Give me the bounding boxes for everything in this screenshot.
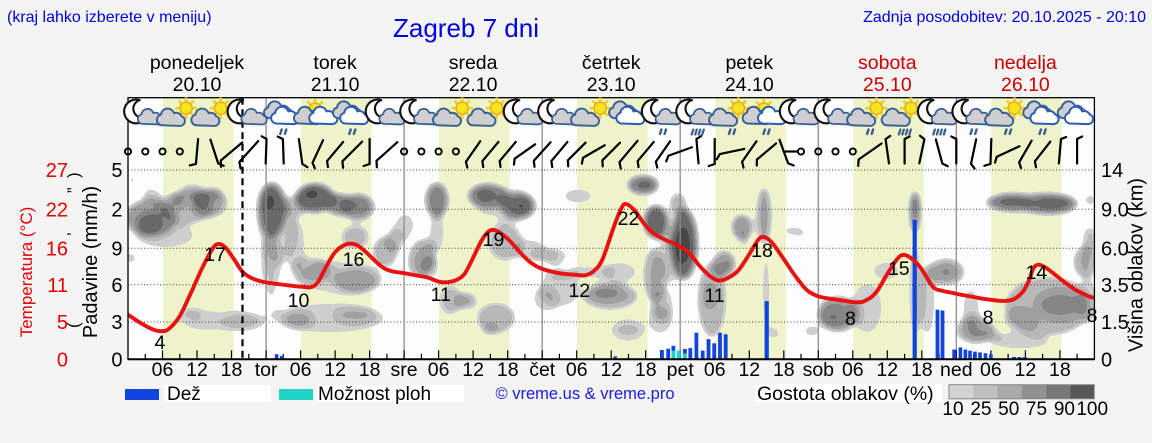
svg-text:sreda: sreda bbox=[449, 52, 498, 74]
svg-text:sob: sob bbox=[803, 359, 835, 381]
svg-text:Dež: Dež bbox=[167, 384, 201, 405]
svg-text:75: 75 bbox=[1026, 399, 1047, 420]
svg-text:18: 18 bbox=[751, 240, 773, 262]
svg-text:3.5: 3.5 bbox=[1101, 275, 1129, 297]
svg-text:06: 06 bbox=[980, 359, 1002, 381]
svg-text:24.10: 24.10 bbox=[725, 74, 774, 96]
svg-text:sobota: sobota bbox=[858, 52, 917, 74]
svg-text:5: 5 bbox=[111, 160, 122, 182]
svg-text:18: 18 bbox=[221, 359, 243, 381]
svg-text:18: 18 bbox=[1049, 359, 1071, 381]
svg-text:18: 18 bbox=[497, 359, 519, 381]
svg-text:torek: torek bbox=[313, 52, 357, 74]
svg-text:© vreme.us & vreme.pro: © vreme.us & vreme.pro bbox=[495, 385, 674, 403]
svg-text:12: 12 bbox=[1015, 359, 1037, 381]
svg-text:pet: pet bbox=[667, 359, 695, 381]
svg-text:Zagreb 7 dni: Zagreb 7 dni bbox=[393, 13, 539, 43]
svg-text:Višina oblakov (km): Višina oblakov (km) bbox=[1126, 178, 1148, 352]
svg-text:18: 18 bbox=[911, 359, 933, 381]
svg-text:6: 6 bbox=[111, 275, 122, 297]
svg-text:9.0: 9.0 bbox=[1101, 199, 1129, 221]
svg-text:0: 0 bbox=[111, 350, 122, 372]
svg-text:21.10: 21.10 bbox=[311, 74, 360, 96]
svg-text:20.10: 20.10 bbox=[173, 74, 222, 96]
svg-text:Zadnja posodobitev: 20.10.2025: Zadnja posodobitev: 20.10.2025 - 20:10 bbox=[863, 9, 1146, 26]
svg-text:06: 06 bbox=[704, 359, 726, 381]
svg-text:06: 06 bbox=[290, 359, 312, 381]
svg-text:12: 12 bbox=[600, 359, 622, 381]
svg-text:8: 8 bbox=[1087, 305, 1098, 327]
svg-text:petek: petek bbox=[725, 52, 773, 74]
svg-text:ned: ned bbox=[940, 359, 973, 381]
svg-text:Padavine (mm/h): Padavine (mm/h) bbox=[80, 186, 102, 338]
svg-text:25.10: 25.10 bbox=[863, 74, 912, 96]
svg-text:22.10: 22.10 bbox=[449, 74, 498, 96]
svg-text:Temperatura (°C): Temperatura (°C) bbox=[17, 207, 36, 338]
svg-text:3: 3 bbox=[111, 312, 122, 334]
svg-text:čet: čet bbox=[529, 359, 556, 381]
svg-text:četrtek: četrtek bbox=[582, 52, 641, 74]
svg-text:11: 11 bbox=[704, 285, 724, 307]
svg-text:22: 22 bbox=[618, 208, 640, 230]
svg-text:18: 18 bbox=[773, 359, 795, 381]
svg-text:Gostota oblakov (%): Gostota oblakov (%) bbox=[757, 383, 934, 405]
svg-text:tor: tor bbox=[255, 359, 278, 381]
svg-text:06: 06 bbox=[842, 359, 864, 381]
svg-text:12: 12 bbox=[186, 359, 208, 381]
svg-text:16: 16 bbox=[343, 249, 365, 271]
svg-text:90: 90 bbox=[1054, 399, 1075, 420]
svg-text:8: 8 bbox=[845, 308, 856, 330]
svg-text:6.0: 6.0 bbox=[1101, 238, 1129, 260]
svg-text:10: 10 bbox=[288, 290, 310, 312]
svg-text:8: 8 bbox=[983, 307, 994, 329]
svg-text:23.10: 23.10 bbox=[587, 74, 636, 96]
svg-text:12: 12 bbox=[324, 359, 346, 381]
svg-text:25: 25 bbox=[970, 399, 991, 420]
svg-text:06: 06 bbox=[428, 359, 450, 381]
svg-text:18: 18 bbox=[635, 359, 657, 381]
svg-text:(kraj lahko izberete v meniju): (kraj lahko izberete v meniju) bbox=[7, 9, 212, 26]
svg-text:sre: sre bbox=[391, 359, 418, 381]
svg-text:14: 14 bbox=[1025, 262, 1047, 284]
svg-text:15: 15 bbox=[888, 258, 910, 280]
svg-text:’: ’ bbox=[64, 232, 83, 236]
svg-text:5: 5 bbox=[57, 312, 68, 334]
svg-text:06: 06 bbox=[566, 359, 588, 381]
svg-text:2: 2 bbox=[111, 199, 122, 221]
svg-text:11: 11 bbox=[431, 284, 451, 306]
svg-text:1.5: 1.5 bbox=[1101, 312, 1129, 334]
svg-text:): ) bbox=[64, 172, 83, 178]
svg-text:18: 18 bbox=[359, 359, 381, 381]
svg-text:Možnost ploh: Možnost ploh bbox=[318, 384, 431, 405]
svg-text:12: 12 bbox=[568, 280, 590, 302]
svg-text:(: ( bbox=[64, 322, 83, 328]
svg-text:19: 19 bbox=[483, 229, 505, 251]
svg-text:10: 10 bbox=[942, 399, 963, 420]
svg-text:nedelja: nedelja bbox=[994, 52, 1057, 74]
svg-text:11: 11 bbox=[47, 275, 68, 297]
svg-text:4: 4 bbox=[154, 332, 165, 354]
svg-text:”: ” bbox=[64, 187, 83, 193]
svg-text:06: 06 bbox=[152, 359, 174, 381]
svg-text:ponedeljek: ponedeljek bbox=[150, 52, 245, 74]
svg-text:12: 12 bbox=[462, 359, 484, 381]
svg-text:9: 9 bbox=[111, 238, 122, 260]
svg-text:26.10: 26.10 bbox=[1001, 74, 1050, 96]
svg-text:17: 17 bbox=[204, 244, 226, 266]
svg-text:16: 16 bbox=[46, 238, 68, 260]
svg-text:12: 12 bbox=[876, 359, 898, 381]
svg-text:0: 0 bbox=[57, 350, 68, 372]
svg-text:50: 50 bbox=[998, 399, 1019, 420]
svg-text:12: 12 bbox=[738, 359, 760, 381]
svg-text:14: 14 bbox=[1101, 160, 1123, 182]
svg-text:100: 100 bbox=[1076, 399, 1108, 420]
svg-text:22: 22 bbox=[46, 199, 68, 221]
svg-text:0: 0 bbox=[1101, 350, 1112, 372]
svg-text:27: 27 bbox=[46, 160, 68, 182]
